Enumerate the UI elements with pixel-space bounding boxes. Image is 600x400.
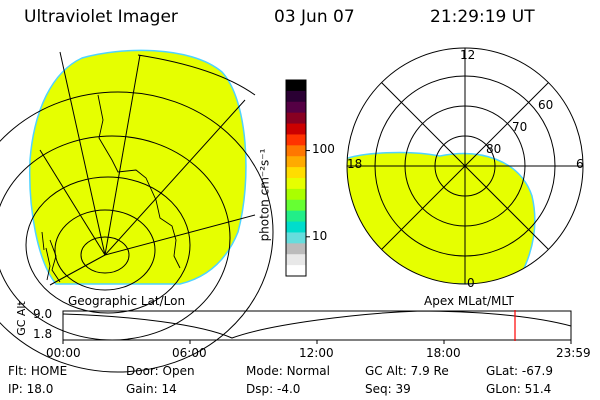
timeline-xtick-2: 12:00 <box>299 346 334 360</box>
status-glon: GLon: 51.4 <box>486 382 552 396</box>
status-mode: Mode: Normal <box>246 364 330 378</box>
status-dsp: Dsp: -4.0 <box>246 382 301 396</box>
altitude-curve <box>62 310 572 339</box>
status-seq: Seq: 39 <box>365 382 411 396</box>
colorbar-swatch <box>286 134 306 146</box>
geographic-caption: Geographic Lat/Lon <box>68 294 186 308</box>
colorbar-swatch <box>286 188 306 201</box>
header-date: 03 Jun 07 <box>274 7 355 27</box>
status-ip: IP: 18.0 <box>8 382 54 396</box>
colorbar-frame <box>285 79 307 277</box>
colorbar-swatch <box>286 80 306 92</box>
color-bar <box>285 79 310 277</box>
instrument-title: Ultraviolet Imager <box>24 7 178 27</box>
mlt-label-0: 0 <box>467 276 475 290</box>
status-gain: Gain: 14 <box>126 382 177 396</box>
colorbar-swatch <box>286 167 306 179</box>
colorbar-swatch <box>286 243 306 255</box>
timeline-xtick-4: 23:59 <box>556 346 591 360</box>
mlat-label-70: 70 <box>512 120 528 134</box>
geographic-image <box>0 49 274 373</box>
colorbar-tick-100: 100 <box>312 142 335 156</box>
timeline-xtick-1: 06:00 <box>172 346 207 360</box>
colorbar-swatch <box>286 210 306 223</box>
colorbar-swatch <box>286 254 306 266</box>
status-glat: GLat: -67.9 <box>486 364 553 378</box>
status-flight: Flt: HOME <box>8 364 68 378</box>
colorbar-swatch <box>286 101 306 114</box>
timeline-plot <box>62 310 572 344</box>
timeline-ytick-high: 9.0 <box>33 307 53 321</box>
timeline-ylabel: GC Alt <box>14 301 28 336</box>
colorbar-tick-10: 10 <box>312 229 328 243</box>
polar-plot <box>346 47 584 285</box>
colorbar-swatch <box>286 265 306 277</box>
colorbar-swatch <box>286 178 306 190</box>
coastline-outline <box>41 94 181 283</box>
colorbar-unit-label: photon cm⁻²s⁻¹ <box>257 148 272 242</box>
mlat-label-80: 80 <box>486 142 502 156</box>
timeline-xtick-3: 18:00 <box>426 346 461 360</box>
colorbar-swatch <box>286 156 306 168</box>
apex-caption: Apex MLat/MLT <box>424 294 514 308</box>
status-gc-alt: GC Alt: 7.9 Re <box>365 364 449 378</box>
colorbar-swatch <box>286 145 306 157</box>
colorbar-swatch <box>286 221 306 233</box>
mlt-label-6: 6 <box>576 157 584 171</box>
mlt-label-12: 12 <box>460 48 476 62</box>
colorbar-swatch <box>286 199 306 212</box>
polar-grid <box>346 47 584 285</box>
polar-image <box>347 151 536 284</box>
mlat-label-60: 60 <box>538 98 554 112</box>
colorbar-swatch <box>286 123 306 135</box>
timeline-xtick-0: 00:00 <box>46 346 81 360</box>
header-time: 21:29:19 UT <box>430 7 535 27</box>
timeline-ytick-low: 1.8 <box>33 327 53 341</box>
mlt-label-18: 18 <box>347 157 363 171</box>
colorbar-swatch <box>286 112 306 125</box>
status-door: Door: Open <box>126 364 195 378</box>
colorbar-swatch <box>286 232 306 244</box>
colorbar-swatch <box>286 90 306 103</box>
